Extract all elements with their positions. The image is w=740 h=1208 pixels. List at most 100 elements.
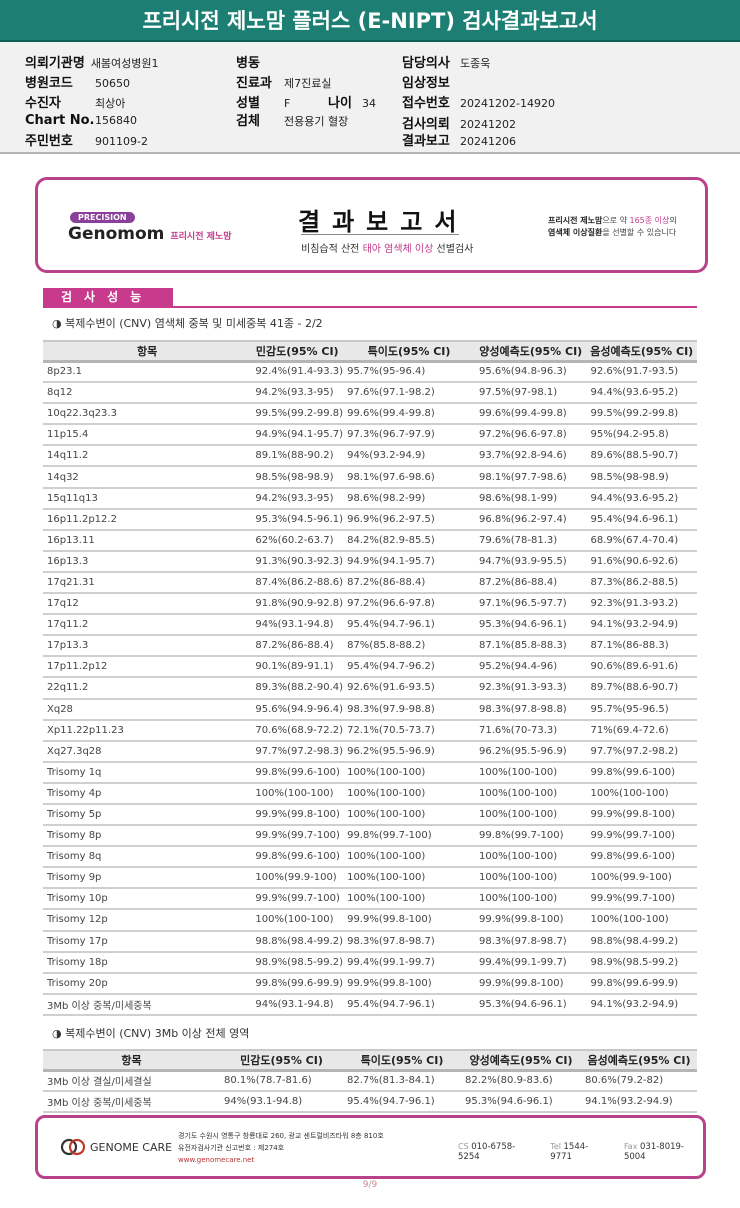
license: 유전자검사기관 신고번호 : 제274호 — [178, 1144, 285, 1152]
tel: Tel 1544-9771 — [550, 1142, 608, 1162]
table1-subtitle: ◑ 복제수변이 (CNV) 염색체 중복 및 미세중복 41종 - 2/2 — [52, 317, 323, 330]
item-cell: 3Mb 이상 중복/미세중복 — [43, 993, 252, 1016]
value-cell: 100%(100-100) — [343, 761, 475, 784]
value-cell: 100%(100-100) — [343, 803, 475, 827]
value-cell: 100%(100-100) — [343, 888, 475, 911]
value-cell: 95.3%(94.6-96.1) — [461, 1091, 581, 1114]
item-cell: Trisomy 18p — [43, 951, 252, 974]
value-cell: 99.9%(99.8-100) — [475, 909, 587, 932]
value-cell: 82.2%(80.9-83.6) — [461, 1070, 581, 1093]
value-cell: 100%(100-100) — [475, 867, 587, 890]
value-cell: 100%(100-100) — [343, 867, 475, 890]
table-row: 14q32 98.5%(98-98.9) 98.1%(97.6-98.6) 98.1%… — [43, 466, 697, 489]
item-cell: 16p13.11 — [43, 529, 252, 552]
field-chart: Chart No. 156840 — [25, 113, 137, 128]
table-row: 17p13.3 87.2%(86-88.4) 87%(85.8-88.2) 87.1%… — [43, 635, 697, 658]
value-cell: 99.9%(99.7-100) — [586, 825, 697, 848]
value-cell: 91.8%(90.9-92.8) — [251, 593, 344, 616]
value-cell: 94%(93.1-94.8) — [251, 614, 344, 637]
cs: CS 010-6758-5254 — [458, 1142, 534, 1162]
value-cell: 71%(69.4-72.6) — [586, 719, 697, 742]
value-cell: 95.6%(94.9-96.4) — [251, 698, 344, 721]
table-row: Xq27.3q28 97.7%(97.2-98.3) 96.2%(95.5-96.9… — [43, 740, 697, 763]
performance-table-cnv-3mb: 항목 민감도(95% CI) 특이도(95% CI) 양성예측도(95% CI) 음성예… — [43, 1049, 697, 1114]
item-cell: Trisomy 5p — [43, 803, 252, 827]
value-cell: 96.2%(95.5-96.9) — [343, 740, 475, 763]
value: 새봄여성병원1 — [90, 57, 159, 70]
patient-info-panel: 의뢰기관명 새봄여성병원1 병원코드 50650 수진자 최상아 Chart No. 1… — [0, 42, 740, 154]
item-cell: 3Mb 이상 중복/미세중복 — [43, 1091, 220, 1114]
value-cell: 97.5%(97-98.1) — [475, 382, 587, 405]
value-cell: 100%(100-100) — [343, 846, 475, 869]
value-cell: 92.3%(91.3-93.2) — [586, 593, 697, 616]
value-cell: 87.2%(86-88.4) — [343, 571, 475, 595]
value-cell: 100%(100-100) — [251, 909, 344, 932]
value-cell: 95.7%(95-96.4) — [343, 361, 475, 384]
field-doctor: 담당의사 도종욱 — [402, 52, 490, 71]
value: 전용용기 혈장 — [284, 115, 349, 128]
value-cell: 100%(100-100) — [475, 761, 587, 784]
item-cell: Trisomy 9p — [43, 867, 252, 890]
value-cell: 94.2%(93.3-95) — [251, 382, 344, 405]
value-cell: 87%(85.8-88.2) — [343, 635, 475, 658]
label: 결과보고 — [402, 134, 450, 149]
value-cell: 98.3%(97.8-98.7) — [343, 930, 475, 953]
text: 비침습적 산전 — [301, 244, 363, 255]
value-cell: 89.1%(88-90.2) — [251, 445, 344, 468]
value-cell: 96.8%(96.2-97.4) — [475, 508, 587, 531]
value-cell: 94%(93.1-94.8) — [251, 993, 344, 1016]
table-row: 16p13.11 62%(60.2-63.7) 84.2%(82.9-85.5) 79… — [43, 529, 697, 552]
value-cell: 99.5%(99.2-99.8) — [586, 403, 697, 426]
value-cell: 99.4%(99.1-99.7) — [475, 951, 587, 974]
value-cell: 99.6%(99.4-99.8) — [343, 403, 475, 426]
website-link[interactable]: www.genomecare.net — [178, 1156, 255, 1164]
value-cell: 99.8%(99.7-100) — [343, 825, 475, 848]
divider — [301, 234, 459, 235]
item-cell: 17p11.2p12 — [43, 656, 252, 679]
text: 의 — [669, 216, 677, 225]
value-cell: 94.4%(93.6-95.2) — [586, 487, 697, 510]
item-cell: Trisomy 8p — [43, 825, 252, 848]
item-cell: 22q11.2 — [43, 677, 252, 700]
column-header: 양성예측도(95% CI) — [461, 1049, 581, 1072]
value: F — [284, 97, 291, 110]
value-cell: 100%(100-100) — [475, 803, 587, 827]
report-note: 프리시전 제노맘으로 약 165종 이상의 염색체 이상질환을 선별할 수 있습니… — [548, 215, 677, 239]
item-cell: 14q32 — [43, 466, 252, 489]
value-cell: 100%(100-100) — [343, 782, 475, 805]
table-row: Trisomy 5p 99.9%(99.8-100) 100%(100-100) 10… — [43, 803, 697, 827]
column-header: 민감도(95% CI) — [220, 1049, 343, 1072]
value-cell: 89.7%(88.6-90.7) — [586, 677, 697, 700]
value-cell: 96.9%(96.2-97.5) — [343, 508, 475, 531]
table-row: 16p11.2p12.2 95.3%(94.5-96.1) 96.9%(96.2-9… — [43, 508, 697, 531]
genome-care-icon — [60, 1138, 86, 1156]
field-hospital: 의뢰기관명 새봄여성병원1 — [25, 52, 159, 71]
label: CS — [458, 1142, 469, 1151]
value-cell: 98.8%(98.4-99.2) — [251, 930, 344, 953]
value-cell: 87.3%(86.2-88.5) — [586, 571, 697, 595]
label: 담당의사 — [402, 56, 450, 71]
value-cell: 98.3%(97.8-98.7) — [475, 930, 587, 953]
value-cell: 98.9%(98.5-99.2) — [586, 951, 697, 974]
value-cell: 100%(100-100) — [586, 782, 697, 805]
value-cell: 98.5%(98-98.9) — [251, 466, 344, 489]
table-row: Trisomy 8q 99.8%(99.6-100) 100%(100-100) 10… — [43, 846, 697, 869]
value-cell: 95.4%(94.6-96.1) — [586, 508, 697, 531]
value-cell: 68.9%(67.4-70.4) — [586, 529, 697, 552]
value-cell: 91.3%(90.3-92.3) — [251, 550, 344, 573]
contact-info: CS 010-6758-5254 Tel 1544-9771 Fax 031-8… — [458, 1142, 703, 1162]
item-cell: Xq28 — [43, 698, 252, 721]
item-cell: Trisomy 1q — [43, 761, 252, 784]
value-cell: 99.9%(99.7-100) — [586, 888, 697, 911]
value-cell: 99.9%(99.8-100) — [343, 972, 475, 995]
label: 나이 — [328, 96, 352, 111]
brand-sub: 프리시전 제노맘 — [170, 232, 232, 242]
value-cell: 98.1%(97.7-98.6) — [475, 466, 587, 489]
table-row: 17p11.2p12 90.1%(89-91.1) 95.4%(94.7-96.2)… — [43, 656, 697, 679]
value-cell: 92.3%(91.3-93.3) — [475, 677, 587, 700]
value-cell: 89.3%(88.2-90.4) — [251, 677, 344, 700]
value-cell: 90.1%(89-91.1) — [251, 656, 344, 679]
value-cell: 92.4%(91.4-93.3) — [251, 361, 344, 384]
item-cell: Trisomy 8q — [43, 846, 252, 869]
table-header-row: 항목 민감도(95% CI) 특이도(95% CI) 양성예측도(95% CI) 음성예… — [43, 1049, 697, 1072]
